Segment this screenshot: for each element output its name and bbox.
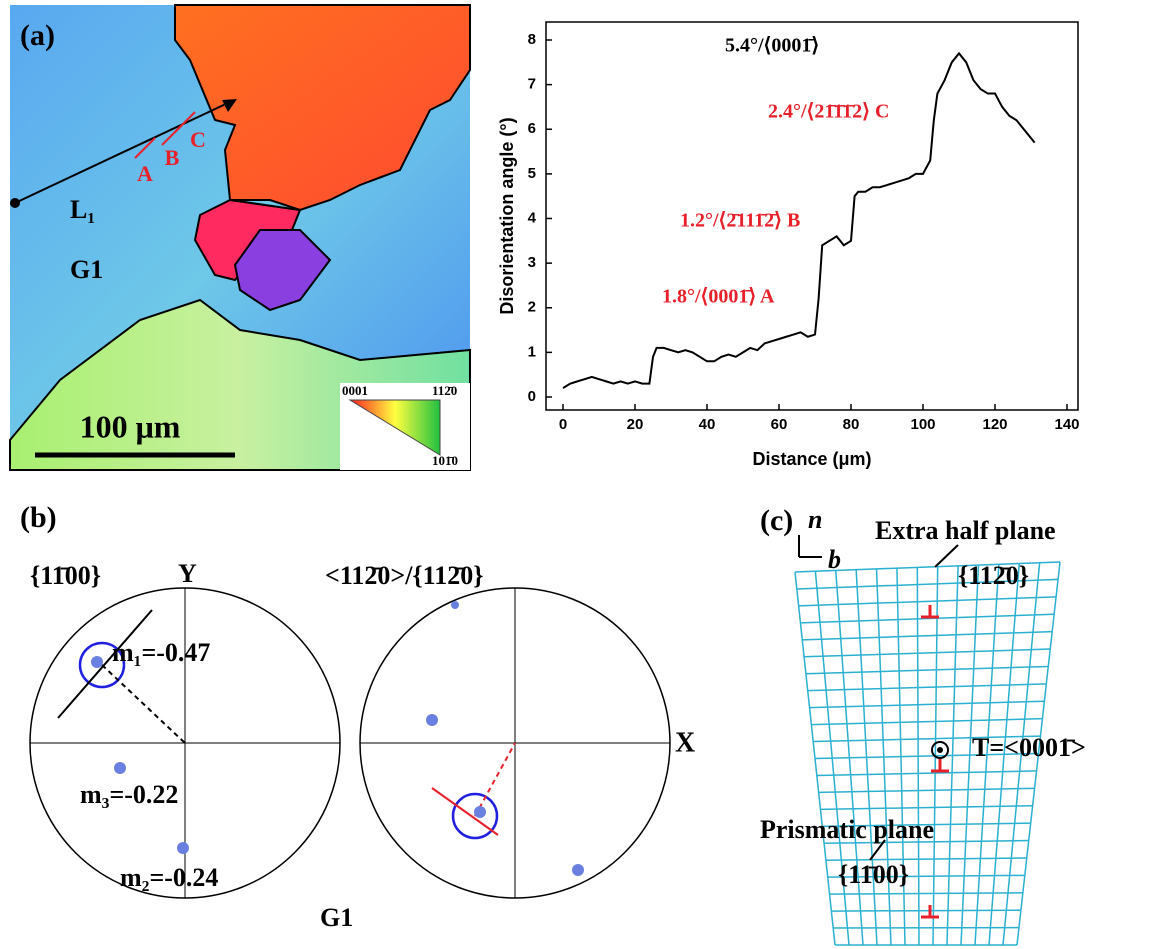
- x-tick-label: 80: [843, 416, 860, 433]
- mesh-line: [974, 564, 1000, 946]
- mesh-line: [814, 752, 1039, 760]
- normal-vector: n⃗: [808, 505, 843, 534]
- mesh-line: [825, 857, 1027, 861]
- mesh-line: [831, 909, 1021, 912]
- x-tick-label: 20: [627, 416, 644, 433]
- point-label: B: [165, 145, 180, 170]
- schmid-factor: m₂=-0.24: [120, 863, 218, 892]
- extra-plane-label: Extra half plane: [875, 516, 1056, 545]
- annotation: 1.8°/⟨0001̄⟩ A: [662, 286, 775, 308]
- burgers-vector: b⃗: [828, 545, 861, 574]
- lattice-mesh: [794, 561, 1061, 946]
- mesh-line: [1002, 562, 1041, 946]
- mesh-line: [796, 578, 1059, 590]
- mesh-line: [794, 571, 836, 946]
- mesh-line: [811, 717, 1043, 726]
- line-chart: 0 20 40 60 80 100 120 140 0 1 2 3 4 5 6 7 8 5.4°/⟨0001̄⟩ 2…: [528, 31, 1080, 433]
- mesh-line: [822, 822, 1031, 828]
- mesh-line: [798, 596, 1057, 607]
- y-tick-label: 7: [528, 76, 536, 93]
- prismatic-label: Prismatic plane: [760, 815, 934, 844]
- schmid-factor: m₃=-0.22: [80, 780, 178, 809]
- extra-plane-index: {112̄0}: [958, 561, 1029, 590]
- point-label: A: [137, 161, 153, 186]
- y-tick-label: 0: [528, 388, 536, 405]
- mesh-line: [835, 570, 864, 946]
- mesh-line: [855, 569, 878, 946]
- mesh-line: [1016, 561, 1061, 946]
- data-line: [562, 51, 1036, 389]
- mesh-line: [814, 571, 850, 946]
- line-label: L₁: [70, 195, 95, 224]
- key-label: 112̄0: [432, 383, 457, 398]
- y-axis-label: Disorientation angle (°): [497, 117, 517, 314]
- mesh-line: [818, 787, 1035, 794]
- mesh-line: [816, 770, 1037, 777]
- mesh-line: [896, 568, 906, 946]
- mesh-line: [809, 700, 1045, 709]
- y-tick-label: 8: [528, 31, 536, 48]
- y-tick-label: 5: [528, 165, 536, 182]
- mesh-line: [829, 892, 1023, 895]
- annotation: 2.4°/⟨21̄1̄1̄2⟩ C: [768, 101, 889, 123]
- dislocation-symbols: [921, 605, 949, 919]
- x-tick-label: 100: [910, 416, 935, 433]
- pole-title: {11̄00}: [30, 561, 101, 590]
- annotation: 1.2°/⟨2̄111̄2̄⟩ B: [680, 210, 800, 232]
- mesh-line: [960, 565, 980, 946]
- mesh-line: [805, 665, 1049, 675]
- axis-label: Y: [178, 559, 197, 588]
- prismatic-index: {11̄00}: [838, 860, 909, 889]
- mesh-line: [824, 839, 1029, 845]
- panel-label: (b): [20, 501, 57, 534]
- x-axis-label: Distance (μm): [752, 449, 871, 469]
- mesh-line: [916, 567, 920, 946]
- y-tick-label: 6: [528, 120, 536, 137]
- y-tick-label: 2: [528, 299, 536, 316]
- x-tick-label: 140: [1054, 416, 1079, 433]
- x-tick-label: 60: [771, 416, 788, 433]
- mesh-line: [827, 874, 1025, 878]
- ebsd-map: [9, 4, 471, 471]
- grain-label: G1: [320, 903, 353, 932]
- markers: [798, 535, 959, 861]
- panel-label: (a): [20, 19, 55, 52]
- key-label: 0001: [342, 383, 368, 398]
- mesh-line: [875, 568, 892, 946]
- y-tick-label: 4: [528, 209, 537, 226]
- scale-label: 100 μm: [80, 408, 181, 444]
- mesh-line: [794, 561, 1061, 573]
- pole-title: <112̄0>/{112̄0}: [325, 561, 483, 590]
- grain-label: G1: [70, 255, 103, 284]
- line-direction: T=<0001̄>: [972, 733, 1086, 762]
- mesh-line: [813, 735, 1041, 743]
- key-label: 101̄0: [432, 453, 458, 468]
- mesh-line: [804, 648, 1051, 658]
- mesh-line: [807, 683, 1047, 692]
- pole-spots: [91, 601, 584, 876]
- schmid-factor: m₁=-0.47: [112, 638, 210, 667]
- y-tick-label: 3: [528, 254, 536, 271]
- x-tick-label: 40: [699, 416, 716, 433]
- pole-figures: [29, 587, 671, 899]
- point-label: C: [190, 127, 206, 152]
- axis-label: X: [675, 727, 695, 758]
- annotation: 5.4°/⟨0001̄⟩: [725, 35, 819, 57]
- x-tick-label: 0: [559, 416, 567, 433]
- plot-frame: [545, 21, 1079, 411]
- x-tick-label: 120: [982, 416, 1007, 433]
- mesh-line: [988, 563, 1020, 946]
- mesh-line: [946, 565, 959, 946]
- y-tick-label: 1: [528, 343, 536, 360]
- mesh-line: [820, 804, 1033, 811]
- mesh-line: [802, 630, 1053, 641]
- panel-label: (c): [760, 504, 793, 537]
- mesh-line: [800, 613, 1055, 624]
